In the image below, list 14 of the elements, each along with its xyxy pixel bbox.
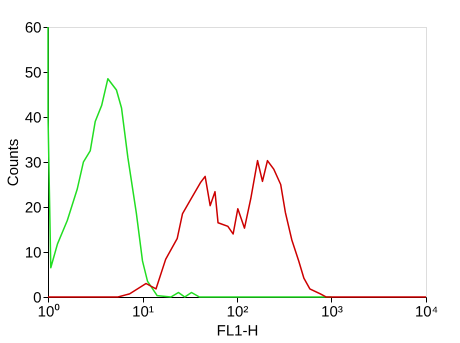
x-tick-label: 10³ [321, 304, 343, 320]
y-tick-label: 10 [24, 244, 42, 262]
x-tick-label: 10⁴ [414, 304, 438, 320]
y-tick-label: 40 [24, 110, 42, 126]
x-tick-label: 10² [226, 304, 248, 320]
y-tick-label: 60 [24, 20, 42, 36]
x-tick-label: 10⁰ [38, 304, 60, 320]
y-tick-label: 50 [24, 64, 42, 82]
y-tick-label: 20 [24, 200, 42, 216]
x-tick-label: 10¹ [132, 304, 154, 320]
y-tick-label: 0 [33, 290, 42, 306]
y-axis-title: Counts [4, 138, 22, 186]
y-tick-label: 30 [24, 154, 42, 172]
x-axis-title: FL1-H [216, 322, 258, 340]
